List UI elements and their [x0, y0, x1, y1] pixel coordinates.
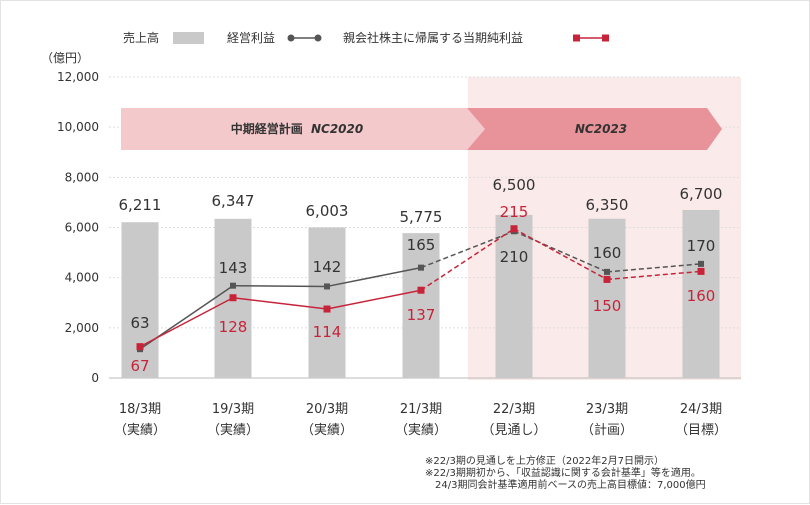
operating-value-label: 143 [219, 259, 248, 277]
data-labels: 6,211 6,347 6,003 5,775 6,500 6,350 6,700 63 143… [119, 176, 723, 375]
sales-bars [121, 209, 720, 378]
net-point [229, 294, 237, 302]
legend: 売上高 経営利益 親会社株主に帰属する当期純利益 [123, 30, 609, 45]
operating-point [324, 283, 330, 290]
x-tick-label: 23/3期 [586, 402, 628, 417]
net-value-label: 215 [500, 203, 529, 221]
x-tick-label: 18/3期 [119, 402, 161, 417]
y-tick-label: 8,000 [65, 170, 99, 184]
sales-bar [308, 227, 346, 378]
y-tick-label: 6,000 [65, 221, 99, 235]
net-point [510, 225, 518, 233]
operating-point [698, 260, 704, 267]
x-tick-label: 21/3期 [400, 402, 442, 417]
x-tick-sublabel: （実績） [301, 422, 353, 438]
sales-value-label: 6,350 [586, 196, 629, 214]
operating-point [604, 268, 610, 275]
plan-sub-2: NC2023 [575, 122, 627, 136]
net-value-label: 160 [687, 287, 716, 305]
sales-value-label: 6,700 [680, 185, 723, 203]
sales-value-label: 5,775 [400, 208, 443, 226]
net-value-label: 114 [313, 323, 342, 341]
sales-value-label: 6,003 [306, 202, 349, 220]
net-point [323, 305, 331, 313]
line-segment [232, 296, 328, 310]
legend-net-label: 親会社株主に帰属する当期純利益 [343, 30, 523, 45]
line-segment [420, 230, 515, 269]
y-tick-label: 10,000 [57, 120, 99, 134]
x-tick-sublabel: （実績） [395, 422, 447, 438]
plan-arrow-nc2020 [121, 108, 485, 150]
line-segment [326, 266, 422, 288]
sales-value-label: 6,347 [212, 192, 255, 210]
net-value-label: 137 [407, 306, 436, 324]
plan-arrow-nc2023 [467, 108, 722, 150]
y-unit-label: （億円） [41, 51, 89, 65]
x-tick-sublabel: （計画） [581, 422, 633, 438]
operating-value-label: 210 [500, 248, 529, 266]
y-tick-label: 2,000 [65, 321, 99, 335]
line-segment [420, 228, 515, 291]
operating-point [418, 264, 424, 271]
x-tick-sublabel: （実績） [207, 422, 259, 438]
sales-bar [682, 209, 720, 378]
x-tick-label: 19/3期 [212, 402, 254, 417]
x-tick-sublabel: （目標） [675, 423, 727, 438]
y-tick-labels: 0 2,000 4,000 6,000 8,000 10,000 12,000 [57, 70, 99, 385]
sales-value-label: 6,500 [493, 176, 536, 194]
plan-sub-1: NC2020 [311, 122, 363, 136]
line-segment [232, 284, 328, 288]
x-tick-sublabel: （実績） [114, 422, 166, 438]
legend-operating-marker [287, 34, 295, 42]
net-point [603, 275, 611, 283]
net-point [697, 267, 705, 275]
legend-operating-marker [314, 34, 322, 42]
x-tick-label: 20/3期 [306, 402, 348, 417]
legend-sales-label: 売上高 [123, 30, 159, 45]
line-segment [139, 297, 234, 348]
svg-text:NC2023: NC2023 [575, 122, 627, 136]
line-segment [513, 228, 608, 281]
operating-value-label: 63 [130, 314, 149, 332]
footnote: ※22/3期期初から、「収益認識に関する会計基準」等を適用。 [425, 468, 701, 479]
operating-value-label: 142 [313, 258, 342, 276]
operating-value-label: 170 [687, 237, 716, 255]
net-value-label: 128 [219, 318, 248, 336]
legend-net-marker [602, 34, 609, 42]
net-value-label: 67 [130, 357, 149, 375]
x-tick-labels: 18/3期 （実績） 19/3期 （実績） 20/3期 （実績） 21/3期 （実績） 22/3… [114, 402, 727, 438]
operating-value-label: 165 [407, 236, 436, 254]
sales-bar [495, 214, 533, 378]
y-tick-label: 0 [91, 371, 99, 385]
net-point [136, 343, 144, 351]
sales-value-label: 6,211 [119, 196, 162, 214]
y-tick-label: 12,000 [57, 70, 99, 84]
operating-value-label: 160 [593, 244, 622, 262]
sales-bar [121, 222, 159, 378]
x-tick-label: 24/3期 [680, 402, 722, 417]
legend-operating-label: 経営利益 [227, 31, 275, 45]
sales-bar [402, 233, 440, 378]
net-point [417, 286, 425, 294]
net-value-label: 150 [593, 297, 622, 315]
line-segment [326, 289, 422, 310]
svg-text:中期経営計画 NC2020: 中期経営計画 NC2020 [231, 121, 363, 136]
legend-sales-swatch [173, 32, 204, 44]
y-tick-label: 4,000 [65, 271, 99, 285]
operating-point [230, 282, 236, 289]
x-tick-label: 22/3期 [493, 402, 535, 417]
plan-label-1: 中期経営計画 [231, 121, 303, 136]
profit-lines [136, 225, 705, 353]
legend-net-marker [573, 34, 580, 42]
sales-bar [588, 218, 626, 378]
footnote: ※22/3期の見通しを上方修正（2022年2月7日開示） [425, 456, 665, 467]
x-tick-sublabel: （見通し） [481, 423, 546, 438]
footnote: 24/3期同会計基準適用前ベースの売上高目標値：7,000億円 [425, 480, 706, 491]
footnotes: ※22/3期の見通しを上方修正（2022年2月7日開示） ※22/3期期初から、… [425, 456, 706, 492]
